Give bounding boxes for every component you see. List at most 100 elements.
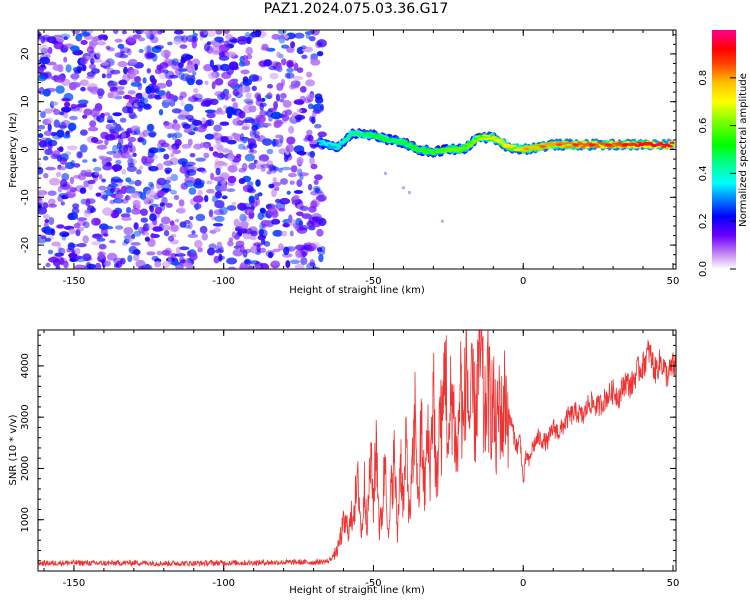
noise-speck bbox=[242, 119, 249, 124]
noise-speck bbox=[271, 218, 281, 225]
noise-speck bbox=[58, 146, 64, 153]
noise-speck bbox=[228, 61, 239, 70]
noise-speck bbox=[195, 213, 206, 222]
signal-mark bbox=[644, 143, 651, 146]
noise-speck bbox=[83, 108, 93, 116]
noise-speck bbox=[296, 109, 303, 113]
noise-speck bbox=[273, 121, 282, 129]
noise-speck bbox=[259, 207, 266, 214]
noise-speck bbox=[171, 132, 178, 141]
noise-speck bbox=[242, 79, 253, 86]
noise-speck bbox=[45, 225, 51, 234]
noise-speck bbox=[179, 44, 188, 49]
noise-speck bbox=[139, 165, 144, 170]
noise-speck bbox=[129, 145, 136, 153]
noise-speck bbox=[118, 79, 128, 86]
noise-speck bbox=[136, 169, 142, 175]
noise-speck bbox=[113, 165, 119, 173]
noise-speck bbox=[147, 94, 153, 99]
noise-speck bbox=[197, 247, 203, 253]
noise-speck bbox=[126, 195, 132, 201]
noise-speck bbox=[213, 64, 224, 71]
noise-speck bbox=[222, 148, 230, 153]
noise-speck bbox=[103, 225, 114, 230]
noise-speck bbox=[219, 184, 227, 192]
noise-speck bbox=[88, 63, 96, 70]
noise-speck bbox=[124, 186, 136, 194]
noise-speck bbox=[197, 189, 203, 197]
noise-speck bbox=[97, 91, 104, 100]
noise-speck bbox=[184, 103, 194, 112]
noise-speck bbox=[57, 186, 63, 193]
snr-xlabel: Height of straight line (km) bbox=[289, 585, 425, 596]
noise-speck bbox=[66, 145, 78, 151]
noise-speck bbox=[238, 178, 246, 185]
noise-speck bbox=[171, 58, 179, 66]
noise-speck bbox=[60, 201, 65, 206]
noise-speck bbox=[296, 67, 304, 73]
noise-speck bbox=[98, 251, 104, 260]
noise-speck bbox=[290, 83, 299, 89]
noise-speck bbox=[256, 244, 261, 253]
noise-speck bbox=[209, 98, 219, 106]
noise-speck bbox=[128, 180, 135, 185]
noise-speck bbox=[290, 41, 296, 49]
signal-mark bbox=[583, 144, 590, 147]
noise-speck bbox=[90, 57, 95, 65]
noise-speck bbox=[96, 51, 101, 59]
noise-speck bbox=[257, 192, 263, 197]
noise-speck bbox=[230, 133, 236, 139]
noise-speck bbox=[285, 144, 294, 153]
noise-speck bbox=[281, 230, 288, 237]
noise-speck bbox=[119, 132, 131, 139]
noise-speck bbox=[308, 205, 317, 213]
noise-speck bbox=[294, 263, 305, 269]
noise-speck bbox=[139, 192, 147, 200]
colorbar-tick-label: 0.2 bbox=[698, 213, 709, 229]
noise-speck bbox=[91, 58, 103, 63]
noise-speck bbox=[248, 211, 255, 219]
noise-speck bbox=[200, 169, 207, 174]
x-tick-label: 50 bbox=[667, 276, 680, 287]
signal-mark bbox=[343, 139, 349, 142]
noise-speck bbox=[38, 166, 44, 175]
noise-speck bbox=[126, 48, 132, 56]
noise-speck bbox=[203, 43, 211, 52]
noise-speck bbox=[290, 165, 298, 173]
noise-speck bbox=[127, 90, 136, 95]
noise-speck bbox=[217, 93, 226, 101]
noise-speck bbox=[195, 157, 206, 162]
noise-speck bbox=[213, 227, 221, 232]
noise-speck bbox=[106, 73, 112, 79]
noise-speck bbox=[273, 166, 280, 172]
noise-speck bbox=[280, 178, 288, 185]
noise-speck bbox=[214, 91, 224, 97]
noise-speck bbox=[85, 198, 91, 207]
snr-axes: -150 -100 -50 0 50 1000 2000 3000 4000 bbox=[20, 330, 679, 589]
noise-speck bbox=[262, 138, 273, 146]
signal-mark bbox=[529, 145, 535, 148]
noise-speck bbox=[73, 163, 81, 168]
noise-speck bbox=[295, 116, 302, 123]
noise-speck bbox=[207, 247, 215, 256]
noise-speck bbox=[65, 162, 75, 170]
noise-speck bbox=[210, 172, 215, 181]
noise-speck bbox=[167, 145, 177, 151]
signal-mark bbox=[658, 142, 664, 144]
y-tick-label: 0 bbox=[20, 146, 31, 152]
noise-speck bbox=[148, 132, 156, 138]
noise-speck bbox=[245, 92, 252, 99]
noise-speck bbox=[201, 232, 208, 241]
noise-speck bbox=[292, 76, 304, 81]
noise-speck bbox=[247, 265, 254, 269]
noise-speck bbox=[156, 250, 163, 256]
noise-speck bbox=[123, 227, 134, 235]
signal-mark bbox=[498, 139, 504, 142]
noise-speck bbox=[79, 187, 87, 194]
noise-speck bbox=[194, 203, 199, 211]
noise-speck bbox=[105, 45, 111, 50]
colorbar-tick-label: 0.8 bbox=[698, 70, 709, 86]
noise-speck bbox=[103, 112, 111, 116]
noise-speck bbox=[68, 212, 79, 221]
